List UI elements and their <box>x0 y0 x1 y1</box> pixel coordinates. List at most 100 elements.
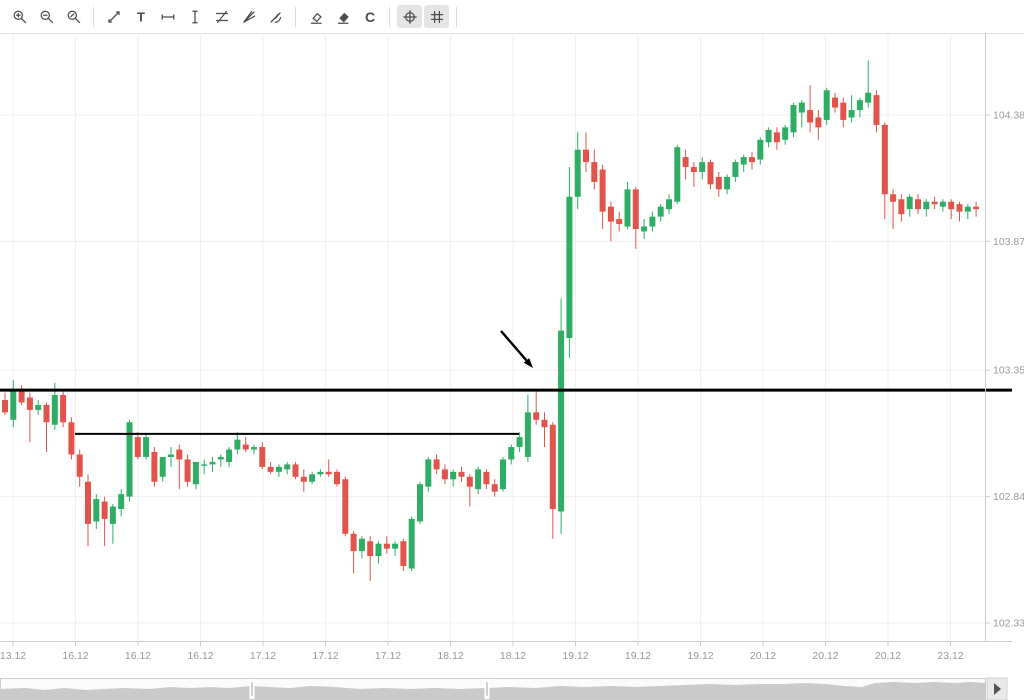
candle <box>367 536 374 581</box>
candle <box>749 152 755 170</box>
candle <box>541 412 548 448</box>
candle <box>425 456 432 492</box>
candle <box>881 122 888 220</box>
fib-retracement-button[interactable] <box>209 5 234 28</box>
zoom-reset-button[interactable] <box>61 5 86 28</box>
candle <box>898 194 905 222</box>
candle <box>441 464 448 485</box>
candle <box>60 390 67 428</box>
candle <box>815 110 822 140</box>
trend-line-button[interactable] <box>101 5 126 28</box>
eraser-filled-icon <box>337 12 349 24</box>
vertical-line-button[interactable] <box>182 5 207 28</box>
magnifier-plus-icon <box>13 10 26 23</box>
time-axis-label: 18.12 <box>437 650 463 662</box>
candle <box>35 399 42 415</box>
time-axis-label: 23.12 <box>937 650 963 662</box>
candle <box>126 419 133 502</box>
candle <box>300 469 307 492</box>
candle <box>375 541 382 564</box>
crosshair-icon <box>402 9 417 24</box>
candle <box>964 204 971 220</box>
candle <box>558 298 565 534</box>
candle <box>641 219 648 239</box>
candle <box>848 95 855 123</box>
time-axis-label: 17.12 <box>375 650 401 662</box>
arrow-annotation[interactable] <box>500 330 533 368</box>
candle <box>267 461 274 475</box>
grid-toggle-button[interactable] <box>424 5 449 28</box>
candle <box>217 454 224 467</box>
candle <box>159 456 166 482</box>
candle <box>408 516 415 571</box>
candle <box>923 199 930 217</box>
time-axis-label: 17.12 <box>250 650 276 662</box>
navigator-handle-left[interactable] <box>249 679 255 699</box>
time-axis-label: 20.12 <box>875 650 901 662</box>
candle <box>18 385 25 405</box>
fib-fan-button[interactable] <box>236 5 261 28</box>
candle <box>358 536 365 559</box>
candle <box>491 479 498 497</box>
time-axis-label: 20.12 <box>812 650 838 662</box>
time-axis-label: 19.12 <box>687 650 713 662</box>
candle <box>226 447 233 467</box>
candle <box>334 469 340 487</box>
candle <box>76 449 83 487</box>
candle <box>616 211 623 232</box>
candle <box>973 201 980 217</box>
svg-text:C: C <box>364 9 374 25</box>
play-right-icon <box>994 683 1001 695</box>
candle <box>707 159 714 190</box>
candle <box>309 471 316 485</box>
candle <box>516 432 523 453</box>
candle <box>832 92 838 113</box>
candle <box>549 422 556 539</box>
horizontal-line-button[interactable] <box>155 5 180 28</box>
candle <box>508 444 515 465</box>
candle <box>524 395 531 462</box>
horizontal-line-icon <box>161 13 174 20</box>
candle <box>192 461 199 490</box>
zoom-out-button[interactable] <box>34 5 59 28</box>
candle <box>325 459 332 477</box>
candle <box>350 531 357 574</box>
eraser-button[interactable] <box>303 5 328 28</box>
candle <box>234 432 241 455</box>
candle <box>2 392 8 415</box>
scroll-right-button[interactable] <box>986 677 1008 700</box>
navigator-handle-right[interactable] <box>484 679 490 699</box>
candle <box>915 194 921 215</box>
candle <box>143 434 150 460</box>
candle <box>890 189 897 229</box>
refresh-icon: C <box>364 9 374 25</box>
candle <box>931 196 938 210</box>
gridlines <box>0 33 985 641</box>
candle <box>823 87 830 125</box>
candle <box>782 124 789 145</box>
crosshair-button[interactable] <box>397 5 422 28</box>
candle <box>798 100 805 128</box>
magnifier-minus-icon <box>40 10 53 23</box>
candle <box>392 541 399 557</box>
candle <box>674 144 681 205</box>
fib-arcs-button[interactable] <box>263 5 288 28</box>
candle <box>715 171 722 197</box>
candle <box>807 85 814 133</box>
text-tool-button[interactable]: T <box>128 5 153 28</box>
candle <box>93 494 100 529</box>
candle <box>43 402 50 453</box>
time-axis-label: 16.12 <box>187 650 213 662</box>
candle <box>765 127 772 148</box>
candle <box>873 90 880 133</box>
toolbar-separator <box>389 6 390 27</box>
candle <box>724 174 731 195</box>
refresh-button[interactable]: C <box>357 5 382 28</box>
eraser-filled-button[interactable] <box>330 5 355 28</box>
zoom-in-button[interactable] <box>7 5 32 28</box>
candle <box>317 469 324 477</box>
candles-layer <box>2 60 980 581</box>
candle <box>275 464 282 477</box>
